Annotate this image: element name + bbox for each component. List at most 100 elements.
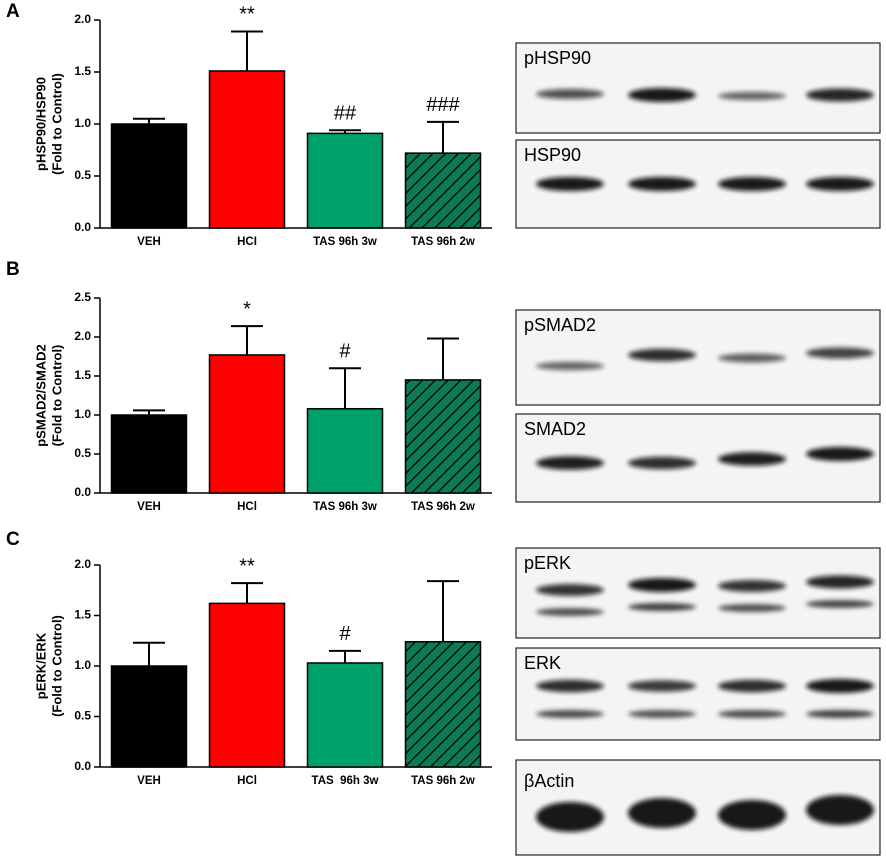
y-axis-label: (Fold to Control) [49,73,64,175]
significance: # [339,340,351,362]
y-tick-label: 0.5 [74,446,91,460]
x-tick-label: TAS 96h 3w [313,501,377,513]
blot-band [806,600,874,608]
y-tick-label: 0.0 [74,220,91,234]
blot-band [806,447,874,461]
y-tick-label: 2.0 [74,12,91,26]
blot-band [718,679,786,693]
blot-band [718,604,786,612]
y-tick-label: 0.5 [74,168,91,182]
bar [208,602,286,768]
blot-band [628,603,696,611]
significance: ### [426,94,460,116]
blot-label: pSMAD2 [524,315,596,335]
bar [306,662,384,768]
x-tick-label: TAS 96h 3w [312,775,379,787]
blot-label: HSP90 [524,145,581,165]
blot-band [718,800,786,830]
blot-frame [515,309,881,406]
y-tick-label: 2.0 [74,329,91,343]
blot-frame [515,42,881,134]
blot-band [628,710,696,718]
blot-band [718,710,786,718]
x-tick-label: HCI [237,236,257,248]
y-tick-label: 0.5 [74,709,91,723]
blot-band [536,361,604,371]
x-tick-label: VEH [137,501,161,513]
x-tick-label: TAS 96h 3w [313,236,377,248]
x-tick-label: HCl [237,501,257,513]
y-tick-label: 0.0 [74,759,91,773]
bar [306,132,384,229]
y-tick-label: 0.0 [74,485,91,499]
blot-band [536,679,604,693]
blot-band [628,680,696,692]
y-tick-label: 1.0 [74,116,91,130]
blot-band [718,177,786,191]
blot-band [806,88,874,102]
blot-band [806,710,874,718]
significance: # [339,623,351,645]
panel-label: A [6,1,20,22]
blot-band [718,452,786,466]
blot-band [536,584,604,596]
blot-band [536,456,604,470]
blot-band [806,575,874,589]
x-tick-label: VEH [137,236,161,248]
y-axis-label: pERK/ERK [33,632,48,699]
blot-band [718,580,786,592]
bar [404,641,482,768]
y-tick-label: 1.0 [74,658,91,672]
significance: * [243,298,251,320]
blot-label: ERK [524,653,561,673]
blot-band [806,347,874,359]
blot-band [718,353,786,363]
significance: ** [239,555,255,577]
x-tick-label: TAS 96h 2w [411,501,475,513]
x-tick-label: VEH [137,775,161,787]
bar [404,152,482,229]
bar [306,408,384,494]
y-axis-label: pSMAD2/SMAD2 [33,344,48,447]
y-axis-label: pHSP90/HSP90 [33,77,48,171]
blot-band [628,578,696,592]
blot-band [628,348,696,362]
bar [208,354,286,494]
blot-band [806,679,874,693]
y-tick-label: 2.0 [74,557,91,571]
y-axis-label: (Fold to Control) [49,615,64,717]
blot-band [536,608,604,616]
blot-band [628,88,696,102]
blot-band [536,177,604,191]
blot-label: βActin [524,771,574,791]
blot-band [806,795,874,825]
significance: ** [239,4,255,26]
blot-band [628,177,696,191]
x-tick-label: TAS 96h 2w [411,775,475,787]
blot-band [536,710,604,718]
blot-label: pHSP90 [524,48,591,68]
y-tick-label: 2.5 [74,290,91,304]
y-tick-label: 1.5 [74,608,91,622]
panel-label: B [6,259,20,280]
y-tick-label: 1.5 [74,64,91,78]
x-tick-label: TAS 96h 2w [411,236,475,248]
blot-band [628,456,696,470]
blot-band [718,91,786,101]
blot-band [536,802,604,832]
y-tick-label: 1.5 [74,368,91,382]
bar [110,123,188,229]
blot-frame [515,647,881,741]
bar [110,414,188,494]
bar [208,70,286,229]
y-axis-label: (Fold to Control) [49,345,64,447]
bar [404,379,482,494]
significance: ## [334,103,357,125]
blot-label: pERK [524,553,571,573]
x-tick-label: HCl [237,775,257,787]
bar [110,665,188,768]
blot-band [536,89,604,99]
panel-label: C [6,529,20,550]
blot-band [806,177,874,191]
